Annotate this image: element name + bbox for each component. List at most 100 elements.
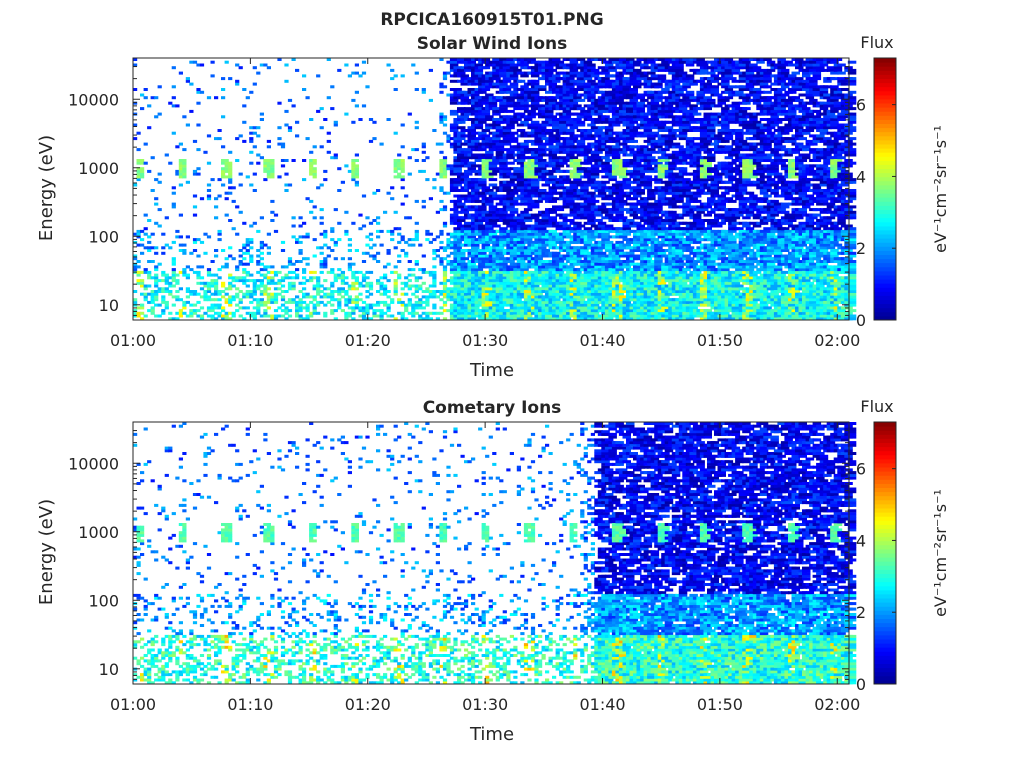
heatmap-cell [291,284,296,288]
heatmap-cell [569,126,579,130]
heatmap-cell [559,137,568,141]
heatmap-cell [573,221,582,225]
heatmap-cell [442,290,448,293]
heatmap-cell [502,183,512,187]
heatmap-cell [270,159,275,162]
heatmap-cell [316,281,321,285]
heatmap-cell [569,101,579,105]
heatmap-cell [516,98,526,102]
heatmap-cell [425,317,430,321]
heatmap-cell [147,246,152,250]
heatmap-cell [259,257,264,261]
heatmap-cell [256,300,261,304]
heatmap-cell [569,213,579,217]
heatmap-cell [273,309,279,313]
heatmap-cell [442,284,448,288]
heatmap-cell [189,303,194,307]
heatmap-cell [337,238,342,242]
heatmap-cell [559,148,568,152]
heatmap-cell [351,273,356,277]
heatmap-cell [210,273,215,277]
heatmap-cell [615,197,624,201]
heatmap-cell [530,175,540,179]
heatmap-cell [354,167,359,171]
heatmap-cell [224,60,229,64]
heatmap-cell [516,194,526,198]
heatmap-cell [171,303,176,307]
heatmap-cell [538,287,547,291]
heatmap-cell [527,317,536,321]
heatmap-cell [302,317,307,321]
heatmap-cell [545,90,554,94]
heatmap-cell [495,167,505,171]
heatmap-cell [509,221,519,225]
heatmap-cell [147,235,152,239]
heatmap-cell [386,314,391,318]
heatmap-cell [302,268,307,272]
heatmap-cell [488,178,498,182]
heatmap-cell [506,268,515,272]
heatmap-cell [249,137,254,141]
heatmap-cell [182,300,187,304]
heatmap-cell [196,172,201,176]
heatmap-cell [291,298,296,302]
heatmap-cell [182,243,187,247]
heatmap-cell [383,303,388,307]
heatmap-cell [449,60,459,64]
heatmap-cell [428,284,433,288]
heatmap-cell [287,300,293,304]
heatmap-cell [597,98,607,102]
heatmap-cell [590,235,600,239]
heatmap-cell [590,260,600,263]
heatmap-cell [365,311,370,315]
heatmap-cell [499,71,508,75]
heatmap-cell [516,235,526,239]
heatmap-cell [175,290,180,293]
heatmap-cell [242,262,247,266]
heatmap-cell [259,284,264,288]
heatmap-cell [171,66,176,70]
heatmap-cell [636,189,645,192]
heatmap-cell [185,290,190,293]
heatmap-cell [538,189,547,192]
heatmap-cell [432,279,437,283]
heatmap-cell [442,257,448,261]
heatmap-cell [228,175,233,179]
heatmap-cell [178,270,183,274]
heatmap-cell [393,290,398,293]
heatmap-cell [439,85,444,89]
heatmap-cell [199,240,205,244]
heatmap-cell [520,85,529,89]
heatmap-cell [312,295,317,299]
heatmap-cell [580,189,589,192]
heatmap-cell [393,164,398,168]
heatmap-cell [471,276,480,280]
heatmap-cell [442,191,448,195]
heatmap-cell [140,169,145,173]
heatmap-cell [330,295,335,299]
heatmap-cell [478,205,487,209]
heatmap-cell [407,268,412,272]
heatmap-cell [312,161,317,165]
heatmap-cell [457,126,466,130]
heatmap-cell [523,118,533,121]
heatmap-cell [453,210,462,214]
heatmap-cell [273,270,279,274]
heatmap-cell [502,148,512,152]
heatmap-cell [263,292,268,296]
heatmap-cell [344,232,349,236]
heatmap-cell [182,164,187,168]
heatmap-cell [140,229,145,233]
heatmap-cell [590,172,600,176]
heatmap-cell [376,279,381,283]
heatmap-cell [548,210,557,214]
heatmap-cell [485,79,494,83]
heatmap-cell [280,142,286,146]
heatmap-cell [182,306,187,310]
heatmap-cell [344,303,349,307]
heatmap-cell [217,232,222,236]
heatmap-cell [601,314,610,318]
heatmap-cell [545,74,554,78]
heatmap-cell [319,284,324,288]
